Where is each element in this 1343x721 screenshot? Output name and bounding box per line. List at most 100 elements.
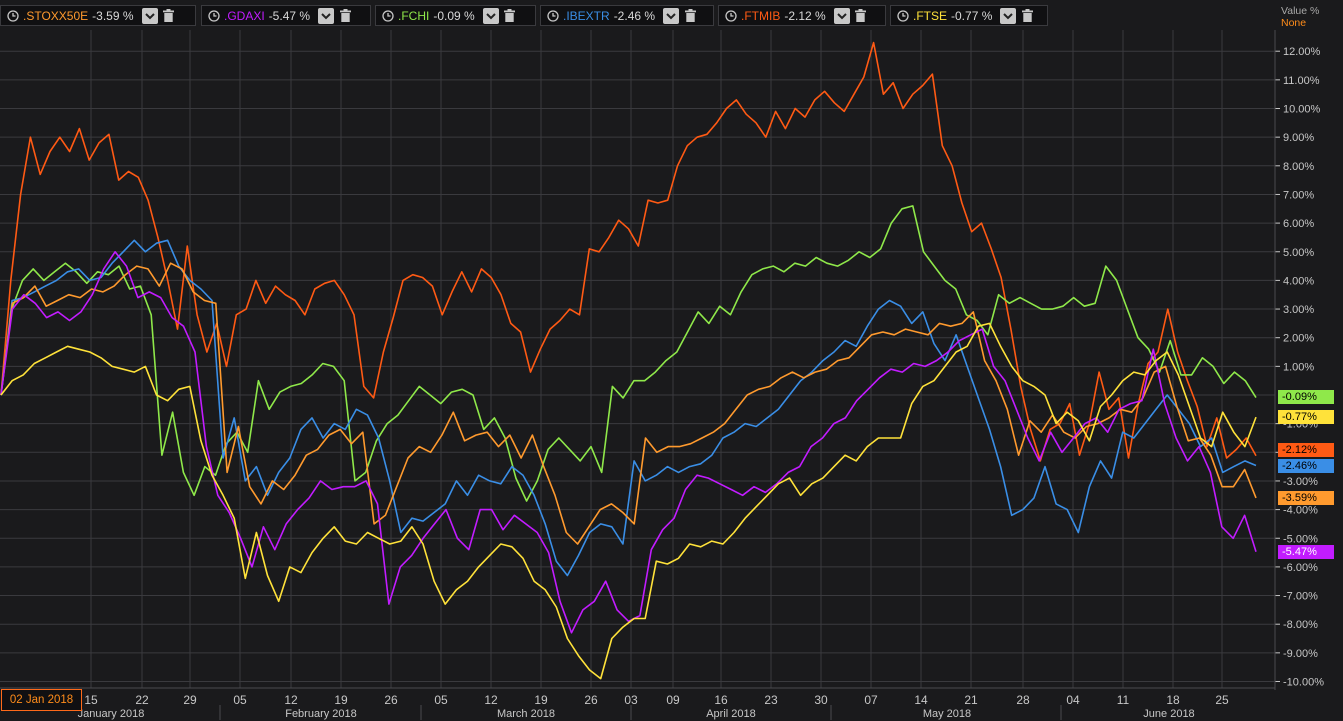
x-day-label: 19 [334, 693, 348, 707]
y-tick-label: -10.00% [1283, 677, 1324, 689]
x-month-label: April 2018 [706, 708, 756, 720]
y-tick-label: -7.00% [1283, 591, 1318, 603]
y-tick-label: -9.00% [1283, 648, 1318, 660]
legend-item-ftse[interactable]: .FTSE -0.77 % [890, 5, 1048, 26]
legend-symbol: .GDAXI [224, 8, 265, 23]
x-day-label: 09 [666, 693, 680, 707]
x-day-label: 28 [1016, 693, 1030, 707]
chevron-down-icon[interactable] [1000, 7, 1017, 24]
series-line-ftse [0, 322, 1257, 680]
y-tick-label: 10.00% [1283, 104, 1321, 116]
y-tick-label: 5.00% [1283, 247, 1314, 259]
x-day-label: 03 [624, 693, 638, 707]
last-value-tag-ftmib: -2.12% [1278, 443, 1334, 457]
x-day-label: 07 [864, 693, 878, 707]
x-day-label: 21 [964, 693, 978, 707]
y-tick-label: 4.00% [1283, 275, 1314, 287]
x-day-label: 30 [814, 693, 828, 707]
x-day-label: 11 [1117, 693, 1130, 707]
legend-symbol: .FCHI [398, 8, 430, 23]
last-value-tag-ibextr: -2.46% [1278, 459, 1334, 473]
x-month-label: February 2018 [285, 708, 357, 720]
legend-change: -2.12 % [784, 8, 826, 23]
y-tick-label: 2.00% [1283, 333, 1314, 345]
x-day-label: 22 [135, 693, 149, 707]
chevron-down-icon[interactable] [318, 7, 335, 24]
x-day-label: 26 [384, 693, 398, 707]
last-value-tag-ftse: -0.77% [1278, 410, 1334, 424]
clock-icon [547, 9, 559, 22]
last-value-tag-stoxx50e: -3.59% [1278, 491, 1334, 505]
y-tick-label: 1.00% [1283, 361, 1314, 373]
x-day-label: 15 [84, 693, 98, 707]
trash-icon[interactable] [1020, 8, 1034, 24]
trash-icon[interactable] [683, 8, 697, 24]
y-tick-label: -8.00% [1283, 619, 1318, 631]
legend-item-stoxx50e[interactable]: .STOXX50E -3.59 % [0, 5, 196, 26]
x-day-label: 18 [1166, 693, 1180, 707]
chevron-down-icon[interactable] [482, 7, 499, 24]
cursor-date-label: 02 Jan 2018 [1, 689, 82, 711]
series-line-stoxx50e [0, 262, 1257, 545]
grid [0, 30, 1275, 688]
axes: 12.00% 11.00% 10.00% 9.00% 8.00% 7.00% 6.00% 5.… [0, 30, 1324, 720]
series-line-ibextr [0, 239, 1257, 577]
y-tick-label: 6.00% [1283, 218, 1314, 230]
legend-change: -3.59 % [92, 8, 134, 23]
legend-item-ibextr[interactable]: .IBEXTR -2.46 % [540, 5, 714, 26]
legend-change: -5.47 % [268, 8, 311, 23]
trash-icon[interactable] [162, 8, 176, 24]
legend-symbol: .IBEXTR [563, 8, 610, 23]
legend-item-fchi[interactable]: .FCHI -0.09 % [375, 5, 536, 26]
y-tick-label: -5.00% [1283, 533, 1318, 545]
legend-bar: .STOXX50E -3.59 % .GDAXI -5.47 % .FCHI -… [0, 0, 1280, 30]
chevron-down-icon[interactable] [833, 7, 850, 24]
trash-icon[interactable] [854, 8, 868, 24]
y-tick-label: 9.00% [1283, 132, 1314, 144]
legend-symbol: .FTMIB [741, 8, 781, 23]
x-day-label: 19 [534, 693, 548, 707]
y-tick-label: 3.00% [1283, 304, 1314, 316]
last-value-tag-fchi: -0.09% [1278, 390, 1334, 404]
x-day-label: 25 [1215, 693, 1229, 707]
y-tick-label: 7.00% [1283, 189, 1314, 201]
value-axis-header: Value % None [1281, 5, 1319, 29]
clock-icon [7, 9, 19, 22]
legend-symbol: .FTSE [913, 8, 948, 23]
x-month-label: May 2018 [923, 708, 971, 720]
clock-icon [208, 9, 220, 22]
x-day-label: 12 [484, 693, 498, 707]
legend-item-gdaxi[interactable]: .GDAXI -5.47 % [201, 5, 371, 26]
value-axis-title: Value % [1281, 5, 1320, 17]
last-value-tag-gdaxi: -5.47% [1278, 545, 1334, 559]
legend-change: -2.46 % [613, 8, 656, 23]
value-axis-mode[interactable]: None [1281, 17, 1307, 29]
y-tick-label: -4.00% [1283, 505, 1318, 517]
chevron-down-icon[interactable] [663, 7, 680, 24]
y-tick-label: 11.00% [1283, 75, 1320, 87]
x-month-label: June 2018 [1143, 708, 1194, 720]
x-day-label: 26 [584, 693, 598, 707]
series-lines [0, 41, 1257, 680]
legend-change: -0.77 % [951, 8, 993, 23]
x-day-label: 05 [233, 693, 247, 707]
y-tick-label: -3.00% [1283, 476, 1318, 488]
trash-icon[interactable] [503, 8, 517, 24]
x-day-label: 05 [434, 693, 448, 707]
x-day-label: 23 [764, 693, 778, 707]
series-line-gdaxi [0, 251, 1257, 634]
y-tick-label: 8.00% [1283, 161, 1314, 173]
trash-icon[interactable] [338, 8, 352, 24]
chevron-down-icon[interactable] [141, 7, 158, 24]
x-day-label: 04 [1066, 693, 1080, 707]
clock-icon [382, 9, 394, 22]
y-tick-label: 12.00% [1283, 46, 1321, 58]
series-line-fchi [0, 205, 1257, 502]
x-month-label: March 2018 [497, 708, 555, 720]
legend-item-ftmib[interactable]: .FTMIB -2.12 % [718, 5, 886, 26]
clock-icon [725, 9, 737, 22]
x-day-label: 12 [284, 693, 298, 707]
x-day-label: 14 [914, 693, 928, 707]
y-tick-label: -6.00% [1283, 562, 1318, 574]
